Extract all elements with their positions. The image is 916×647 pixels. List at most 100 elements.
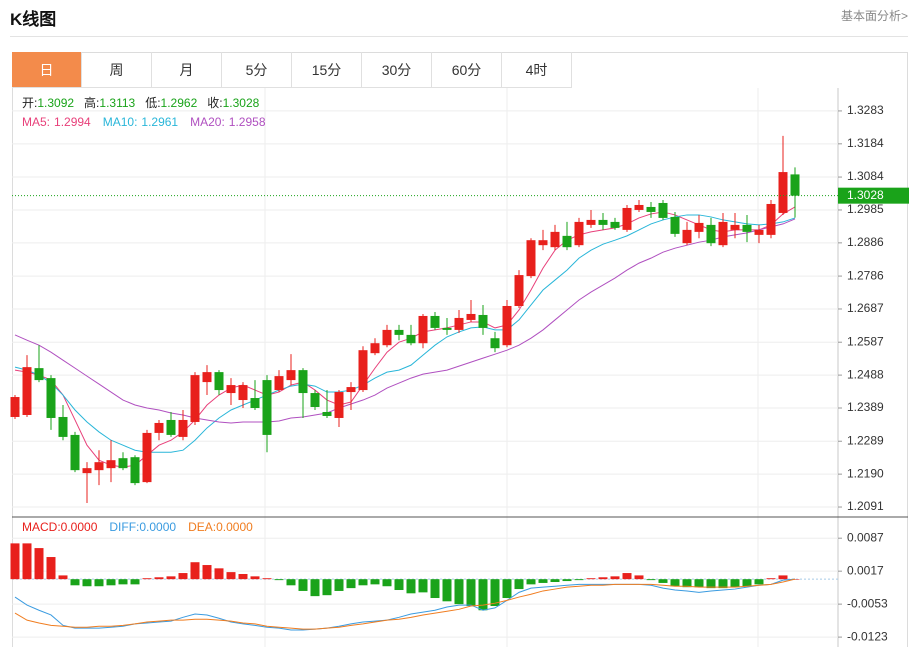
candle-body — [130, 457, 140, 484]
macd-bar — [94, 579, 104, 587]
legend-name: DIFF: — [109, 520, 139, 534]
candle-body — [82, 468, 92, 474]
macd-line — [14, 578, 796, 630]
y-tick-label: 0.0017 — [847, 563, 884, 577]
candle-body — [562, 235, 572, 248]
y-tick-label: 0.0087 — [847, 530, 884, 544]
divider — [10, 36, 908, 37]
macd-bar — [10, 543, 20, 580]
last-price-box — [838, 187, 909, 204]
candle-body — [118, 458, 128, 469]
page-title: K线图 — [10, 10, 57, 29]
macd-bar — [118, 579, 128, 585]
candle-body — [610, 221, 620, 228]
candle-body — [598, 219, 608, 225]
candle-body — [778, 172, 788, 213]
candle-body — [718, 221, 728, 246]
macd-bar — [202, 565, 212, 580]
macd-bar — [106, 579, 116, 586]
candle-body — [46, 378, 56, 418]
candle-body — [466, 313, 476, 320]
info-value: 1.3028 — [223, 96, 260, 110]
candle-body — [370, 343, 380, 354]
macd-bar — [334, 579, 344, 591]
y-tick-label: 1.2687 — [847, 301, 884, 315]
macd-bar — [670, 579, 680, 587]
candle-body — [238, 385, 248, 401]
candle-body — [730, 224, 740, 230]
info-value: 1.3113 — [99, 96, 135, 110]
candle-body — [202, 372, 212, 383]
legend-name: MA20: — [190, 115, 225, 129]
macd-bar — [250, 576, 260, 580]
candle-body — [22, 367, 32, 415]
fundamentals-link[interactable]: 基本面分析> — [840, 9, 908, 23]
candle-body — [286, 370, 296, 381]
period-tab[interactable]: 30分 — [362, 52, 432, 88]
candle-body — [634, 204, 644, 210]
legend-value: 1.2994 — [54, 115, 91, 129]
candle-body — [70, 434, 80, 471]
candle-body — [754, 229, 764, 235]
macd-bar — [322, 579, 332, 596]
period-tab[interactable]: 日 — [12, 52, 82, 88]
macd-bar — [682, 579, 692, 588]
candle-body — [94, 462, 104, 471]
macd-bar — [226, 572, 236, 580]
macd-bar — [466, 579, 476, 607]
macd-bar — [718, 579, 728, 589]
candle-body — [646, 206, 656, 212]
y-tick-label: 1.2091 — [847, 499, 884, 513]
period-tab[interactable]: 5分 — [222, 52, 292, 88]
y-tick-label: 1.3283 — [847, 103, 884, 117]
macd-bar — [58, 575, 68, 580]
macd-bar — [238, 573, 248, 580]
macd-bar — [754, 579, 764, 585]
macd-bar — [550, 579, 560, 582]
ma-line — [14, 206, 796, 468]
candle-body — [214, 372, 224, 391]
macd-bar — [382, 579, 392, 587]
candle-body — [502, 305, 512, 346]
macd-bar — [298, 579, 308, 591]
macd-bar — [502, 579, 512, 599]
macd-bar — [370, 579, 380, 585]
candle-body — [274, 376, 284, 391]
ma-line — [14, 214, 796, 453]
period-tab[interactable]: 60分 — [432, 52, 502, 88]
info-value: 1.3092 — [37, 96, 74, 110]
macd-bar — [178, 573, 188, 580]
macd-bar — [166, 576, 176, 580]
legend-value: 0.0000 — [216, 520, 253, 534]
period-tab[interactable]: 15分 — [292, 52, 362, 88]
y-tick-label: 1.3184 — [847, 136, 884, 150]
macd-bar — [778, 575, 788, 580]
candle-body — [34, 368, 44, 381]
candle-body — [406, 334, 416, 344]
macd-bar — [154, 577, 164, 580]
period-tabs: 日周月 5分 15分 30分 60分 4时 — [12, 52, 572, 88]
macd-bar — [514, 579, 524, 590]
candle-body — [706, 224, 716, 244]
candle-body — [586, 219, 596, 225]
candle-body — [262, 380, 272, 435]
candle-body — [682, 229, 692, 244]
period-tab[interactable]: 周 — [82, 52, 152, 88]
candle-body — [454, 317, 464, 330]
ohlc-info: 开:1.3092 高:1.3113 低:1.2962 收:1.3028 — [22, 95, 260, 110]
candle-body — [178, 419, 188, 437]
macd-bar — [406, 579, 416, 594]
macd-bar — [766, 578, 776, 580]
macd-bar — [730, 579, 740, 588]
candle-body — [490, 338, 500, 349]
period-tab[interactable]: 月 — [152, 52, 222, 88]
macd-bar — [190, 562, 200, 580]
macd-bar — [130, 579, 140, 585]
macd-bar — [34, 548, 44, 580]
period-tab[interactable]: 4时 — [502, 52, 572, 88]
candle-body — [418, 315, 428, 344]
candle-body — [322, 411, 332, 416]
candle-body — [154, 422, 164, 433]
macd-bar — [634, 575, 644, 580]
